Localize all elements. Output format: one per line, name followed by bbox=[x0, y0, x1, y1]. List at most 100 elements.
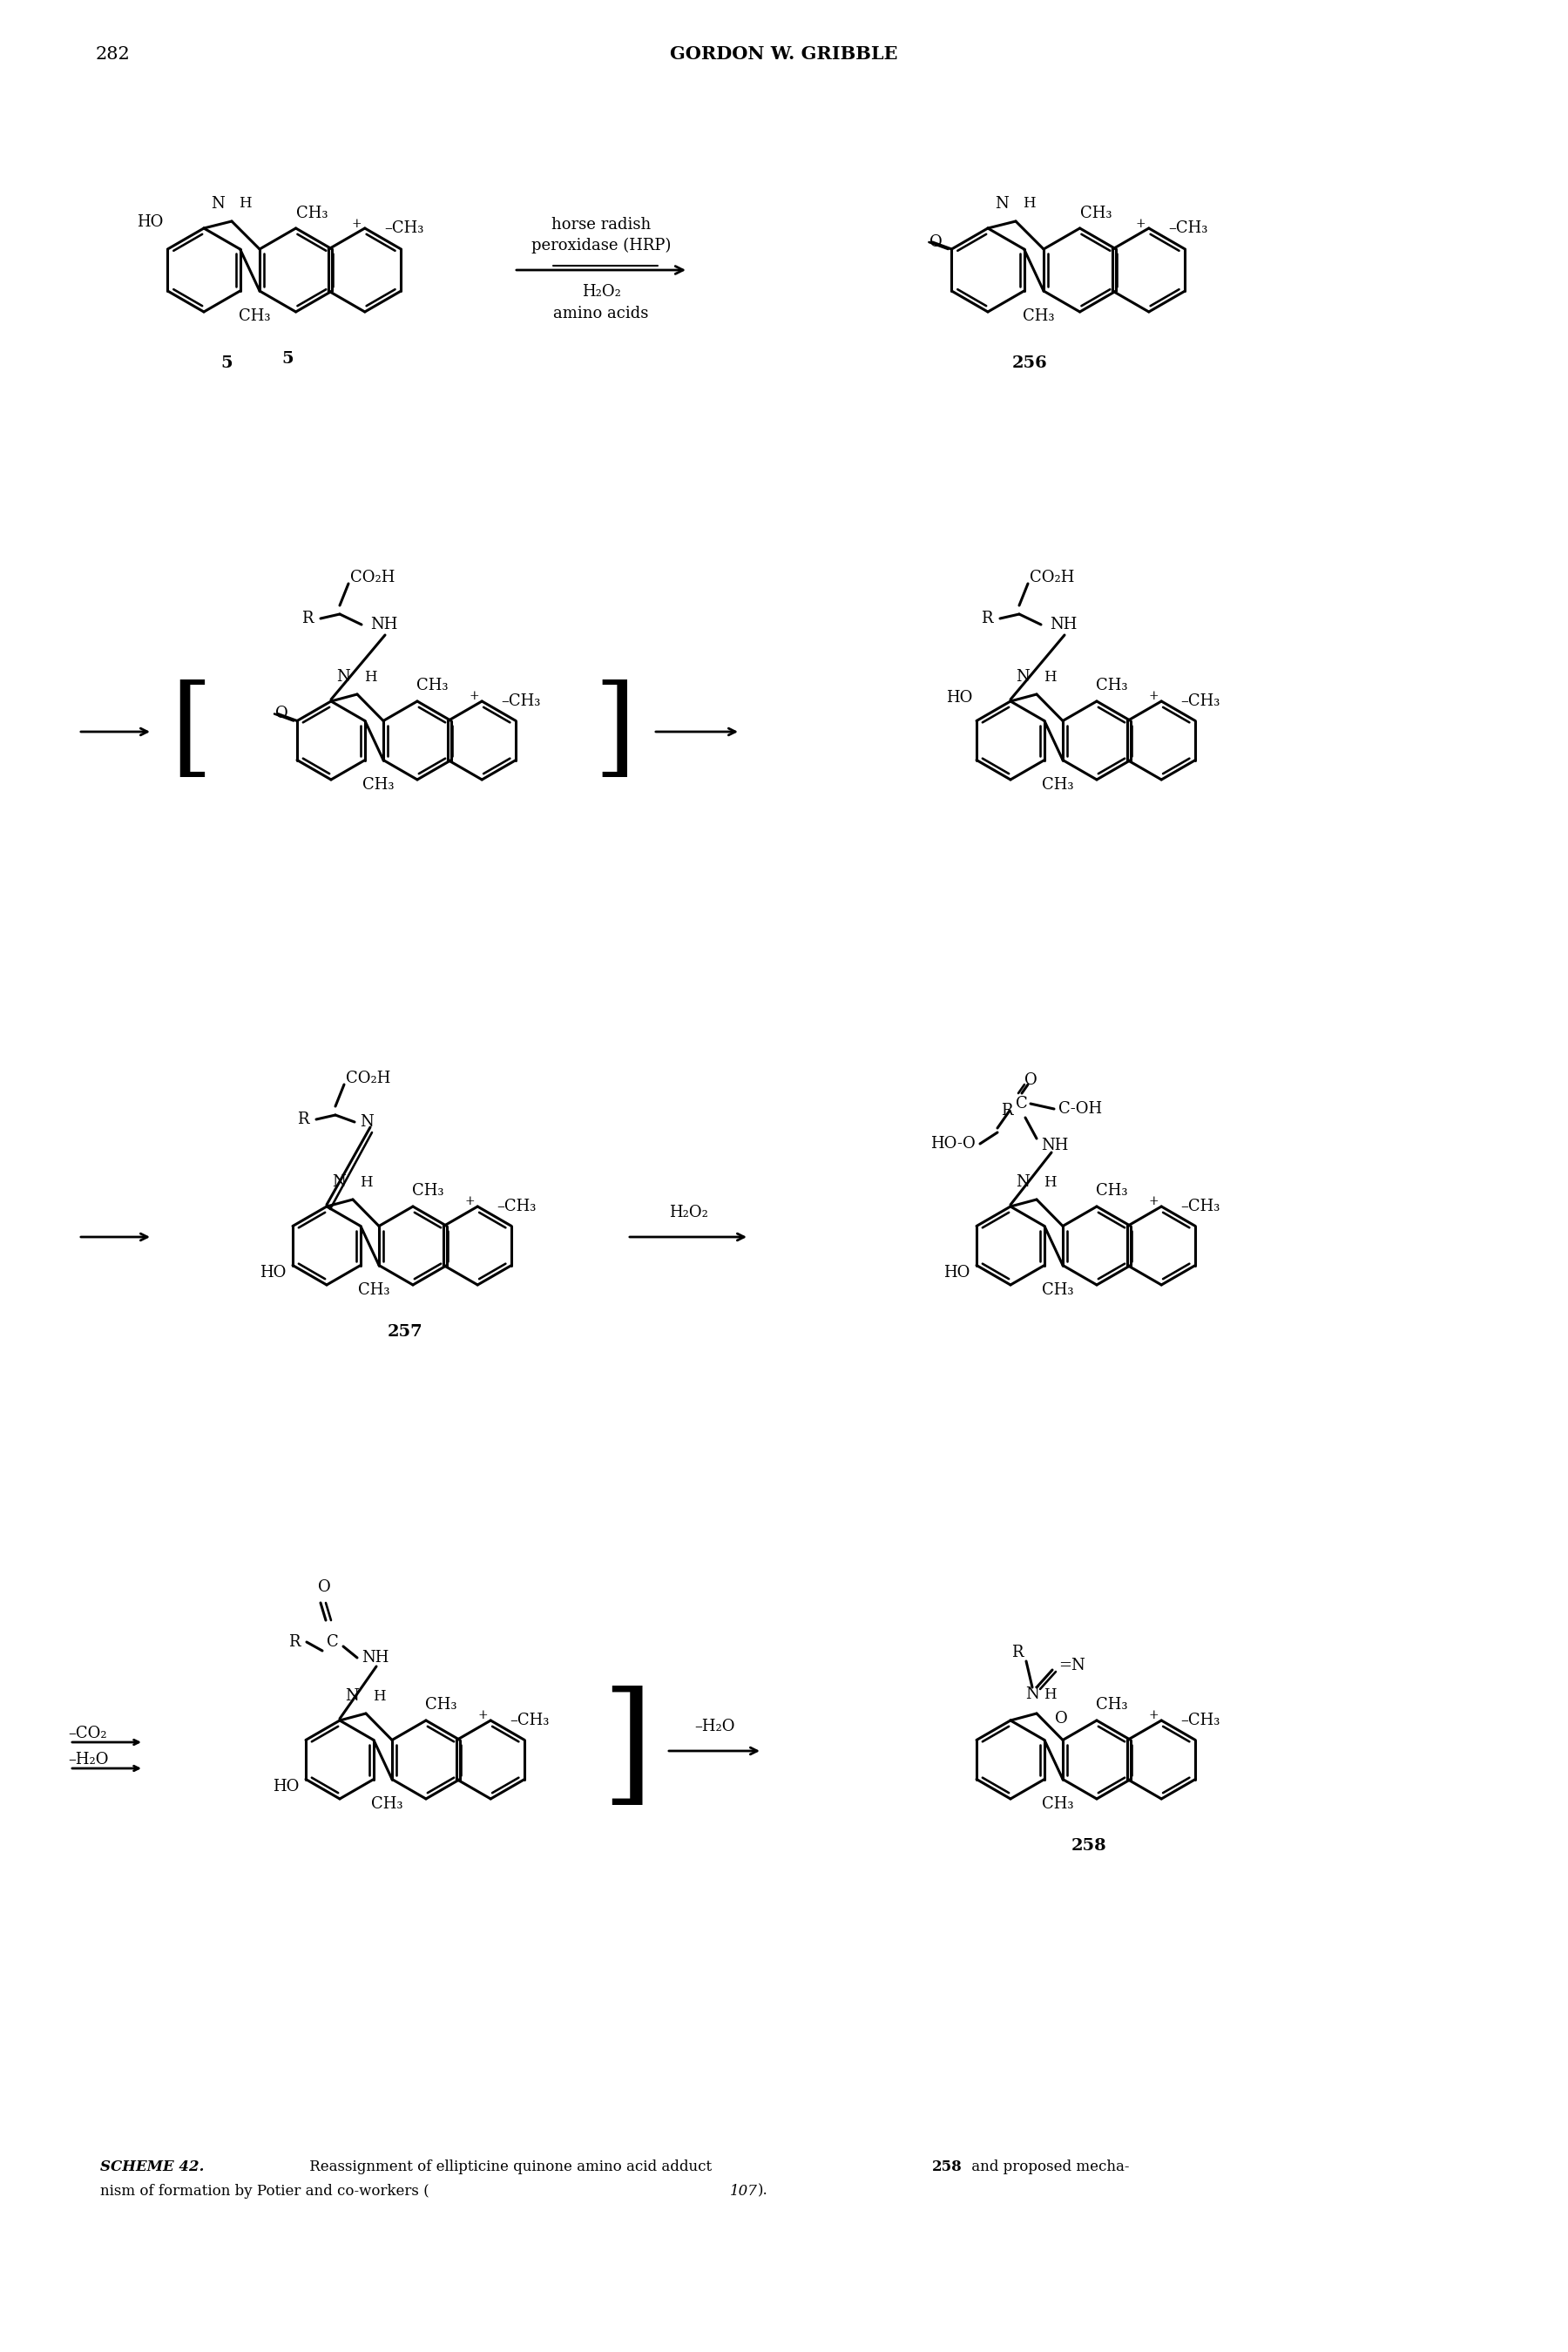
Text: N: N bbox=[1016, 668, 1030, 684]
Text: H: H bbox=[373, 1689, 386, 1703]
Text: N: N bbox=[345, 1689, 359, 1703]
Text: SCHEME 42.: SCHEME 42. bbox=[100, 2159, 204, 2173]
Text: CH₃: CH₃ bbox=[417, 677, 448, 694]
Text: HO: HO bbox=[273, 1778, 299, 1795]
Text: H: H bbox=[1044, 1174, 1057, 1190]
Text: horse radish: horse radish bbox=[552, 216, 651, 233]
Text: +: + bbox=[351, 219, 361, 230]
Text: +: + bbox=[1149, 689, 1159, 703]
Text: 5: 5 bbox=[221, 355, 232, 372]
Text: ]: ] bbox=[602, 1686, 654, 1816]
Text: 107: 107 bbox=[731, 2183, 757, 2199]
Text: CH₃: CH₃ bbox=[1080, 205, 1112, 221]
Text: ]: ] bbox=[593, 680, 637, 786]
Text: O: O bbox=[318, 1578, 331, 1595]
Text: O: O bbox=[274, 706, 289, 722]
Text: NH: NH bbox=[370, 616, 398, 633]
Text: peroxidase (HRP): peroxidase (HRP) bbox=[532, 238, 671, 254]
Text: N: N bbox=[337, 668, 350, 684]
Text: HO: HO bbox=[136, 214, 163, 230]
Text: H: H bbox=[364, 670, 376, 684]
Text: R: R bbox=[289, 1635, 301, 1649]
Text: CH₃: CH₃ bbox=[425, 1698, 458, 1712]
Text: [: [ bbox=[169, 680, 212, 786]
Text: O: O bbox=[1055, 1710, 1068, 1726]
Text: HO-O: HO-O bbox=[930, 1136, 975, 1152]
Text: NH: NH bbox=[362, 1649, 389, 1665]
Text: C: C bbox=[326, 1635, 339, 1649]
Text: +: + bbox=[466, 1195, 475, 1207]
Text: R: R bbox=[298, 1112, 309, 1127]
Text: 256: 256 bbox=[1011, 355, 1047, 372]
Text: C-OH: C-OH bbox=[1058, 1101, 1102, 1117]
Text: –CH₃: –CH₃ bbox=[502, 694, 541, 708]
Text: O: O bbox=[930, 235, 942, 249]
Text: –CH₃: –CH₃ bbox=[1181, 694, 1220, 708]
Text: nism of formation by Potier and co-workers (: nism of formation by Potier and co-worke… bbox=[100, 2183, 430, 2199]
Text: +: + bbox=[478, 1710, 488, 1722]
Text: CH₃: CH₃ bbox=[1043, 1797, 1074, 1813]
Text: H₂O₂: H₂O₂ bbox=[668, 1204, 707, 1221]
Text: R: R bbox=[1011, 1644, 1024, 1661]
Text: CO₂H: CO₂H bbox=[1030, 569, 1074, 586]
Text: NH: NH bbox=[1041, 1138, 1068, 1152]
Text: –CH₃: –CH₃ bbox=[1168, 221, 1207, 235]
Text: CH₃: CH₃ bbox=[1096, 677, 1127, 694]
Text: 258: 258 bbox=[1071, 1837, 1107, 1853]
Text: N: N bbox=[212, 195, 224, 212]
Text: –CH₃: –CH₃ bbox=[1181, 1712, 1220, 1729]
Text: CH₃: CH₃ bbox=[1096, 1698, 1127, 1712]
Text: CH₃: CH₃ bbox=[1043, 1282, 1074, 1298]
Text: +: + bbox=[469, 689, 480, 703]
Text: –H₂O: –H₂O bbox=[695, 1719, 734, 1733]
Text: Reassignment of ellipticine quinone amino acid adduct: Reassignment of ellipticine quinone amin… bbox=[304, 2159, 717, 2173]
Text: H: H bbox=[1044, 670, 1057, 684]
Text: –CO₂: –CO₂ bbox=[67, 1726, 107, 1740]
Text: O: O bbox=[1024, 1073, 1036, 1089]
Text: N: N bbox=[1025, 1686, 1040, 1703]
Text: H: H bbox=[238, 198, 251, 212]
Text: 258: 258 bbox=[931, 2159, 963, 2173]
Text: CH₃: CH₃ bbox=[1022, 308, 1054, 325]
Text: N: N bbox=[1016, 1174, 1030, 1190]
Text: 257: 257 bbox=[387, 1324, 423, 1341]
Text: HO: HO bbox=[946, 689, 972, 706]
Text: GORDON W. GRIBBLE: GORDON W. GRIBBLE bbox=[670, 45, 898, 64]
Text: –H₂O: –H₂O bbox=[67, 1752, 108, 1766]
Text: CH₃: CH₃ bbox=[372, 1797, 403, 1813]
Text: 282: 282 bbox=[96, 45, 130, 61]
Text: CH₃: CH₃ bbox=[1043, 779, 1074, 793]
Text: R: R bbox=[1002, 1103, 1013, 1120]
Text: –CH₃: –CH₃ bbox=[384, 221, 423, 235]
Text: C: C bbox=[1016, 1096, 1027, 1112]
Text: CO₂H: CO₂H bbox=[350, 569, 395, 586]
Text: ).: ). bbox=[757, 2183, 768, 2199]
Text: 5: 5 bbox=[282, 350, 293, 367]
Text: NH: NH bbox=[1049, 616, 1077, 633]
Text: CH₃: CH₃ bbox=[1096, 1183, 1127, 1200]
Text: CH₃: CH₃ bbox=[238, 308, 270, 325]
Text: R: R bbox=[982, 612, 993, 626]
Text: CH₃: CH₃ bbox=[296, 205, 328, 221]
Text: N: N bbox=[332, 1174, 347, 1190]
Text: =N: =N bbox=[1058, 1658, 1085, 1672]
Text: +: + bbox=[1149, 1195, 1159, 1207]
Text: H: H bbox=[1022, 198, 1035, 212]
Text: H: H bbox=[1044, 1686, 1057, 1703]
Text: CH₃: CH₃ bbox=[362, 779, 395, 793]
Text: –CH₃: –CH₃ bbox=[497, 1200, 536, 1214]
Text: HO: HO bbox=[942, 1265, 969, 1279]
Text: amino acids: amino acids bbox=[554, 306, 649, 322]
Text: R: R bbox=[301, 612, 314, 626]
Text: N: N bbox=[996, 195, 1008, 212]
Text: H: H bbox=[359, 1174, 373, 1190]
Text: –CH₃: –CH₃ bbox=[1181, 1200, 1220, 1214]
Text: –CH₃: –CH₃ bbox=[510, 1712, 549, 1729]
Text: +: + bbox=[1149, 1710, 1159, 1722]
Text: N: N bbox=[359, 1115, 373, 1129]
Text: CH₃: CH₃ bbox=[358, 1282, 390, 1298]
Text: CH₃: CH₃ bbox=[412, 1183, 444, 1200]
Text: +: + bbox=[1135, 219, 1145, 230]
Text: and proposed mecha-: and proposed mecha- bbox=[967, 2159, 1129, 2173]
Text: H₂O₂: H₂O₂ bbox=[582, 285, 621, 299]
